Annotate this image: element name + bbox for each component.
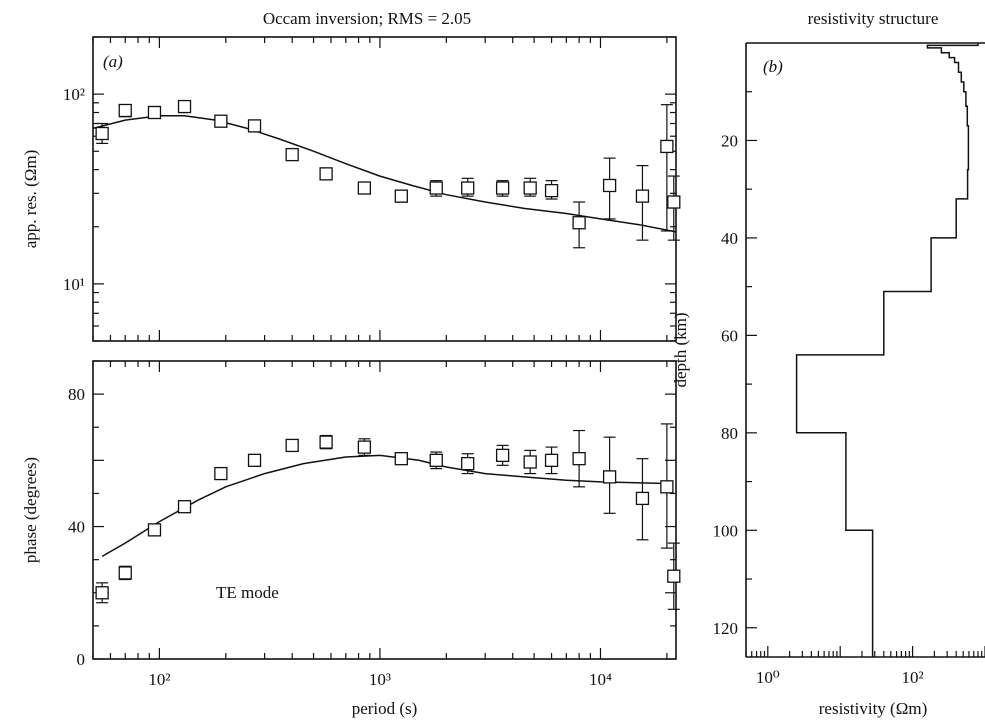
data-point-marker <box>214 466 228 481</box>
data-point-marker <box>544 453 559 467</box>
y-tick-label: 40 <box>721 229 738 248</box>
x-axis-label: period (s) <box>352 699 418 718</box>
y-axis-label: app. res. (Ωm) <box>21 150 40 249</box>
data-point-marker <box>461 456 475 471</box>
data-point-marker <box>544 183 559 198</box>
data-point-marker <box>495 448 510 463</box>
data-point-marker <box>177 500 192 514</box>
data-point-marker <box>394 189 408 203</box>
data-point-marker <box>523 181 537 195</box>
y-tick-label: 80 <box>68 385 85 404</box>
data-point-marker <box>177 99 192 114</box>
panel-label-a: (a) <box>103 52 123 71</box>
data-point-marker <box>394 452 408 466</box>
te-mode-annotation: TE mode <box>216 583 279 602</box>
y-tick-label: 100 <box>713 521 739 540</box>
panel-label-b: (b) <box>763 57 783 76</box>
data-point-marker <box>285 438 299 453</box>
data-point-marker <box>667 195 681 209</box>
phase-frame <box>92 360 677 660</box>
data-point-marker <box>95 126 109 141</box>
data-point-marker <box>602 470 617 484</box>
data-point-marker <box>118 566 132 580</box>
x-axis-label: resistivity (Ωm) <box>819 699 927 718</box>
data-point-marker <box>247 453 262 467</box>
data-point-marker <box>147 523 162 537</box>
x-tick-label: 10⁰ <box>756 668 780 687</box>
data-point-marker <box>461 181 475 195</box>
y-tick-label: 10² <box>63 85 85 104</box>
y-tick-label: 120 <box>713 619 739 638</box>
data-point-marker <box>357 181 372 195</box>
data-point-marker <box>660 480 674 494</box>
left-title: Occam inversion; RMS = 2.05 <box>263 9 471 28</box>
y-tick-label: 60 <box>721 326 738 345</box>
data-point-marker <box>118 103 132 118</box>
phase-panel: 0 40 80 10² 10³ 10⁴ period (s) phase (degrees) T… <box>21 360 681 718</box>
apparent-resistivity-frame <box>92 36 677 342</box>
data-point-marker <box>95 586 109 600</box>
x-tick-label: 10⁴ <box>589 670 612 689</box>
data-point-marker <box>495 181 510 195</box>
data-point-marker <box>635 189 650 203</box>
data-point-marker <box>602 178 617 193</box>
data-point-marker <box>572 452 586 466</box>
x-tick-label: 10³ <box>369 670 391 689</box>
data-point-marker <box>319 435 333 449</box>
model-curve <box>92 114 677 233</box>
x-tick-label: 10² <box>148 670 170 689</box>
data-point-marker <box>147 105 162 120</box>
data-point-marker <box>660 139 674 154</box>
resistivity-profile <box>795 43 979 657</box>
data-point-marker <box>214 114 228 128</box>
data-point-marker <box>319 167 333 181</box>
data-point-marker <box>357 440 372 454</box>
y-tick-label: 10¹ <box>63 275 85 294</box>
right-title: resistivity structure <box>808 9 939 28</box>
data-point-marker <box>247 119 262 133</box>
y-tick-label: 80 <box>721 424 738 443</box>
data-point-marker <box>285 147 299 162</box>
data-point-marker <box>523 455 537 469</box>
data-point-marker <box>635 491 650 506</box>
y-tick-label: 20 <box>721 131 738 150</box>
resistivity-structure-panel: 20 40 60 80 100 120 10⁰ 10² resistivity (Ωm) dept… <box>671 42 985 718</box>
data-point-marker <box>429 453 443 467</box>
x-tick-label: 10² <box>902 668 924 687</box>
y-tick-label: 0 <box>77 650 86 669</box>
y-axis-label: phase (degrees) <box>21 457 40 563</box>
data-point-marker <box>667 569 681 583</box>
data-point-marker <box>429 181 443 195</box>
data-point-marker <box>572 216 586 230</box>
y-tick-label: 40 <box>68 518 85 537</box>
y-axis-label: depth (km) <box>671 312 690 387</box>
apparent-resistivity-panel: 10¹ 10² (a) app. res. (Ωm) <box>21 36 681 342</box>
